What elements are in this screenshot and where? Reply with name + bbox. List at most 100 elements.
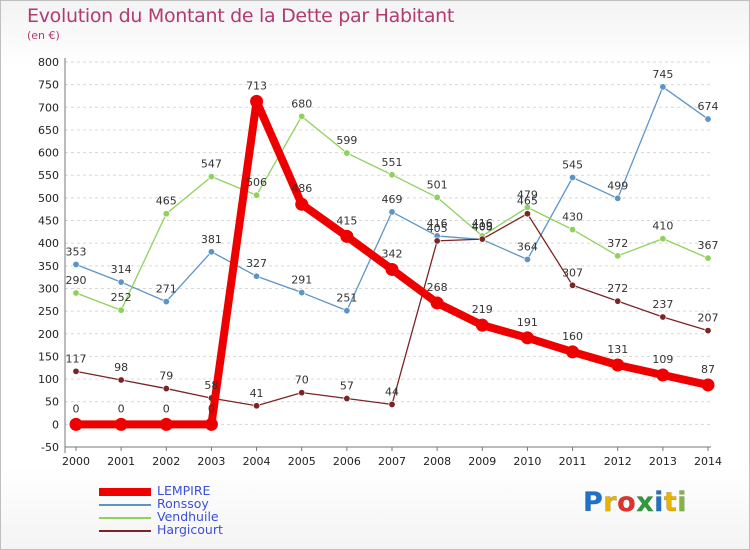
data-label-lempire: 191 [517,316,538,329]
data-point-hargicourt [659,313,667,321]
data-label-ronssoy: 381 [201,233,222,246]
data-label-hargicourt: 41 [250,387,264,400]
data-label-vendhuile: 506 [246,176,267,189]
data-point-hargicourt [117,376,125,384]
data-label-ronssoy: 416 [427,217,448,230]
x-tick-label: 2002 [152,455,180,468]
legend-swatch [99,517,151,519]
legend-label: Hargicourt [157,522,223,537]
data-point-lempire [430,296,444,310]
data-label-vendhuile: 372 [607,237,628,250]
data-label-lempire: 713 [246,79,267,92]
chart-subtitle: (en €) [27,29,60,42]
data-point-ronssoy [659,83,667,91]
legend-label: Vendhuile [157,509,219,524]
data-label-vendhuile: 290 [66,274,87,287]
data-point-vendhuile [433,193,441,201]
data-point-lempire [385,262,399,276]
data-point-hargicourt [72,367,80,375]
data-label-ronssoy: 251 [336,292,357,305]
data-label-hargicourt: 307 [562,266,583,279]
data-label-hargicourt: 207 [698,312,719,325]
data-point-ronssoy [343,307,351,315]
data-label-hargicourt: 237 [652,298,673,311]
data-label-lempire: 268 [427,281,448,294]
data-label-ronssoy: 364 [517,240,538,253]
data-point-vendhuile [162,210,170,218]
data-point-lempire [114,417,128,431]
data-label-vendhuile: 501 [427,178,448,191]
y-tick-label: 550 [38,169,59,182]
data-point-vendhuile [614,252,622,260]
data-point-ronssoy [704,115,712,123]
y-tick-label: 200 [38,328,59,341]
y-tick-label: 800 [38,56,59,69]
data-label-lempire: 219 [472,303,493,316]
data-label-hargicourt: 117 [66,352,87,365]
data-label-lempire: 0 [118,402,125,415]
data-point-lempire [159,417,173,431]
x-tick-label: 2007 [378,455,406,468]
data-label-lempire: 87 [701,363,715,376]
data-label-ronssoy: 353 [66,245,87,258]
y-tick-label: 750 [38,79,59,92]
data-label-hargicourt: 57 [340,380,354,393]
data-label-vendhuile: 599 [336,134,357,147]
data-label-vendhuile: 680 [291,97,312,110]
data-point-lempire [520,331,534,345]
data-point-vendhuile [207,173,215,181]
legend-label: LEMPIRE [157,483,211,498]
data-label-vendhuile: 252 [111,291,132,304]
data-point-ronssoy [388,208,396,216]
data-label-lempire: 342 [382,247,403,260]
y-tick-label: 150 [38,350,59,363]
data-label-hargicourt: 58 [204,379,218,392]
data-label-vendhuile: 430 [562,211,583,224]
data-point-lempire [204,417,218,431]
x-tick-label: 2003 [197,455,225,468]
data-point-lempire [566,345,580,359]
logo-letter: i [654,487,664,519]
x-tick-label: 2009 [468,455,496,468]
x-tick-label: 2004 [243,455,271,468]
data-point-hargicourt [523,210,531,218]
data-point-vendhuile [253,191,261,199]
x-tick-label: 2006 [333,455,361,468]
data-label-lempire: 109 [652,353,673,366]
data-label-hargicourt: 272 [607,282,628,295]
data-point-ronssoy [207,248,215,256]
data-label-lempire: 160 [562,330,583,343]
x-tick-label: 2005 [288,455,316,468]
data-label-ronssoy: 314 [111,263,132,276]
data-label-lempire: 0 [208,402,215,415]
data-label-hargicourt: 44 [385,385,399,398]
y-tick-label: 450 [38,215,59,228]
y-tick-label: 600 [38,147,59,160]
data-point-vendhuile [659,235,667,243]
data-point-hargicourt [298,389,306,397]
data-point-hargicourt [343,395,351,403]
data-label-ronssoy: 745 [652,68,673,81]
series-group [69,83,715,431]
data-label-vendhuile: 551 [382,156,403,169]
y-tick-label: 500 [38,192,59,205]
data-point-hargicourt [569,281,577,289]
y-tick-label: 50 [45,396,59,409]
data-point-ronssoy [253,272,261,280]
data-label-hargicourt: 79 [159,370,173,383]
data-point-lempire [295,197,309,211]
logo-letter: r [603,487,618,519]
y-tick-label: -50 [41,441,59,454]
logo-letter: x [636,487,655,519]
y-tick-label: 650 [38,124,59,137]
data-label-ronssoy: 271 [156,283,177,296]
data-point-vendhuile [704,254,712,262]
data-label-hargicourt: 70 [295,374,309,387]
data-label-lempire: 0 [73,402,80,415]
data-point-lempire [250,94,264,108]
data-point-lempire [69,417,83,431]
data-point-lempire [340,229,354,243]
x-tick-label: 2008 [423,455,451,468]
